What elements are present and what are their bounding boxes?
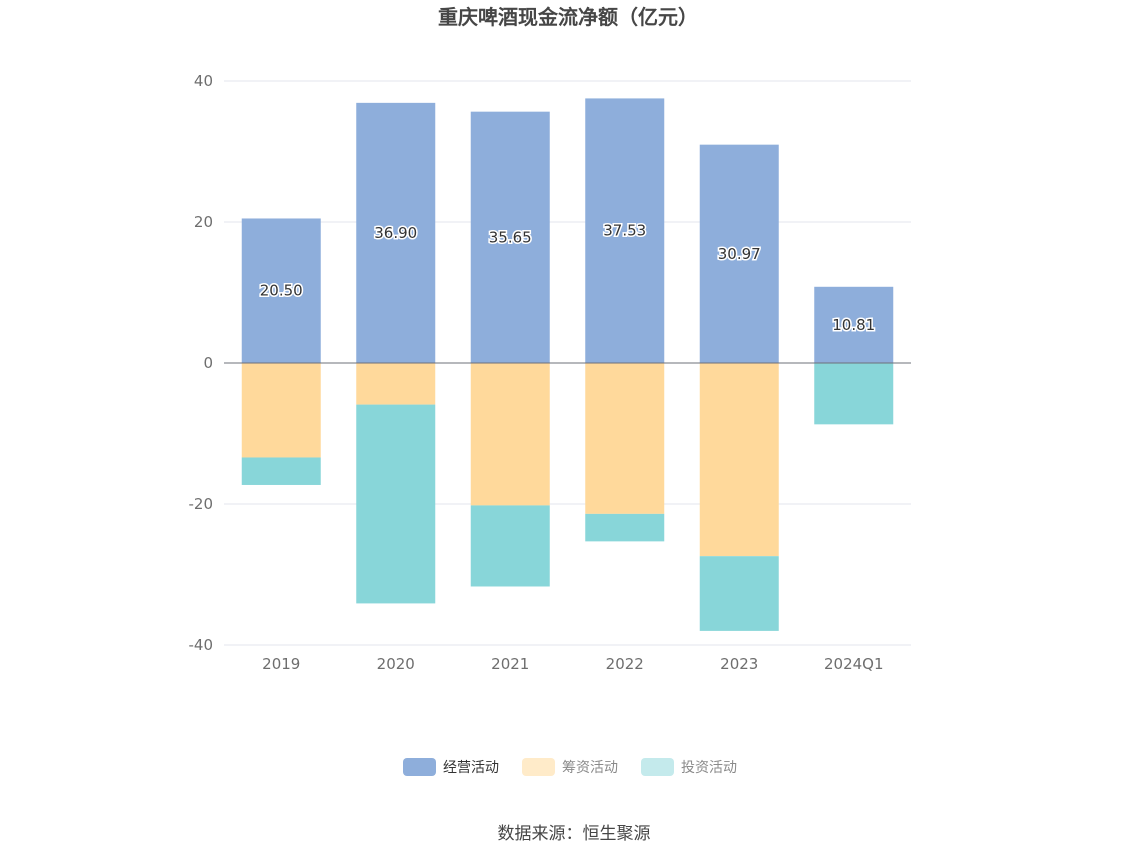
x-tick-label: 2019: [262, 655, 300, 673]
bar-2022-series-2[interactable]: [585, 513, 665, 542]
bar-2019-series-1[interactable]: [241, 363, 321, 458]
bar-2022-series-0[interactable]: [585, 98, 665, 363]
legend[interactable]: 经营活动 筹资活动 投资活动: [403, 758, 737, 776]
legend-item-1[interactable]: 筹资活动: [522, 758, 618, 776]
legend-swatch: [403, 758, 436, 776]
x-tick-label: 2020: [377, 655, 415, 673]
x-tick-label: 2023: [720, 655, 758, 673]
data-label: 20.50: [260, 282, 303, 300]
bars: [241, 98, 894, 631]
bar-2021-series-1[interactable]: [470, 363, 550, 506]
bar-2019-series-0[interactable]: [241, 218, 321, 363]
legend-item-0[interactable]: 经营活动: [403, 758, 499, 776]
x-axis: 2019 2020 2021 2022 2023 2024Q1: [262, 655, 883, 673]
data-label: 36.90: [374, 224, 417, 242]
data-label: 10.81: [832, 316, 875, 334]
bar-2021-series-2[interactable]: [470, 505, 550, 587]
bar-2020-series-0[interactable]: [356, 102, 436, 363]
legend-swatch: [522, 758, 555, 776]
x-tick-label: 2021: [491, 655, 529, 673]
source-note: 数据来源：恒生聚源: [498, 824, 651, 844]
legend-swatch: [641, 758, 674, 776]
y-tick-label: -20: [189, 495, 214, 513]
legend-label: 经营活动: [443, 760, 499, 776]
chart-title: 重庆啤酒现金流净额（亿元）: [438, 5, 698, 29]
data-label: 35.65: [489, 228, 532, 246]
y-axis: 40 20 0 -20 -40: [189, 72, 214, 654]
bar-2024Q1-series-2[interactable]: [814, 363, 894, 425]
data-labels: 20.50 36.90 35.65 37.53 30.97 10.81: [258, 220, 876, 335]
bar-2023-series-1[interactable]: [699, 363, 779, 557]
bar-2024Q1-series-0[interactable]: [814, 286, 894, 363]
bar-2022-series-1[interactable]: [585, 363, 665, 514]
legend-item-2[interactable]: 投资活动: [641, 758, 737, 776]
y-tick-label: 0: [203, 354, 213, 372]
bar-2023-series-0[interactable]: [699, 144, 779, 363]
legend-label: 投资活动: [681, 760, 737, 776]
bar-2023-series-2[interactable]: [699, 556, 779, 631]
y-tick-label: 40: [194, 72, 213, 90]
zero-line: [224, 362, 911, 646]
x-tick-label: 2022: [606, 655, 644, 673]
bar-2019-series-2[interactable]: [241, 457, 321, 485]
data-label: 30.97: [718, 245, 761, 263]
y-tick-label: -40: [189, 636, 214, 654]
bar-2021-series-0[interactable]: [470, 111, 550, 363]
legend-label: 筹资活动: [562, 759, 618, 776]
y-tick-label: 20: [194, 213, 213, 231]
x-tick-label: 2024Q1: [824, 655, 884, 673]
bar-2020-series-2[interactable]: [356, 404, 436, 604]
data-label: 37.53: [603, 222, 646, 240]
bar-2020-series-1[interactable]: [356, 363, 436, 405]
